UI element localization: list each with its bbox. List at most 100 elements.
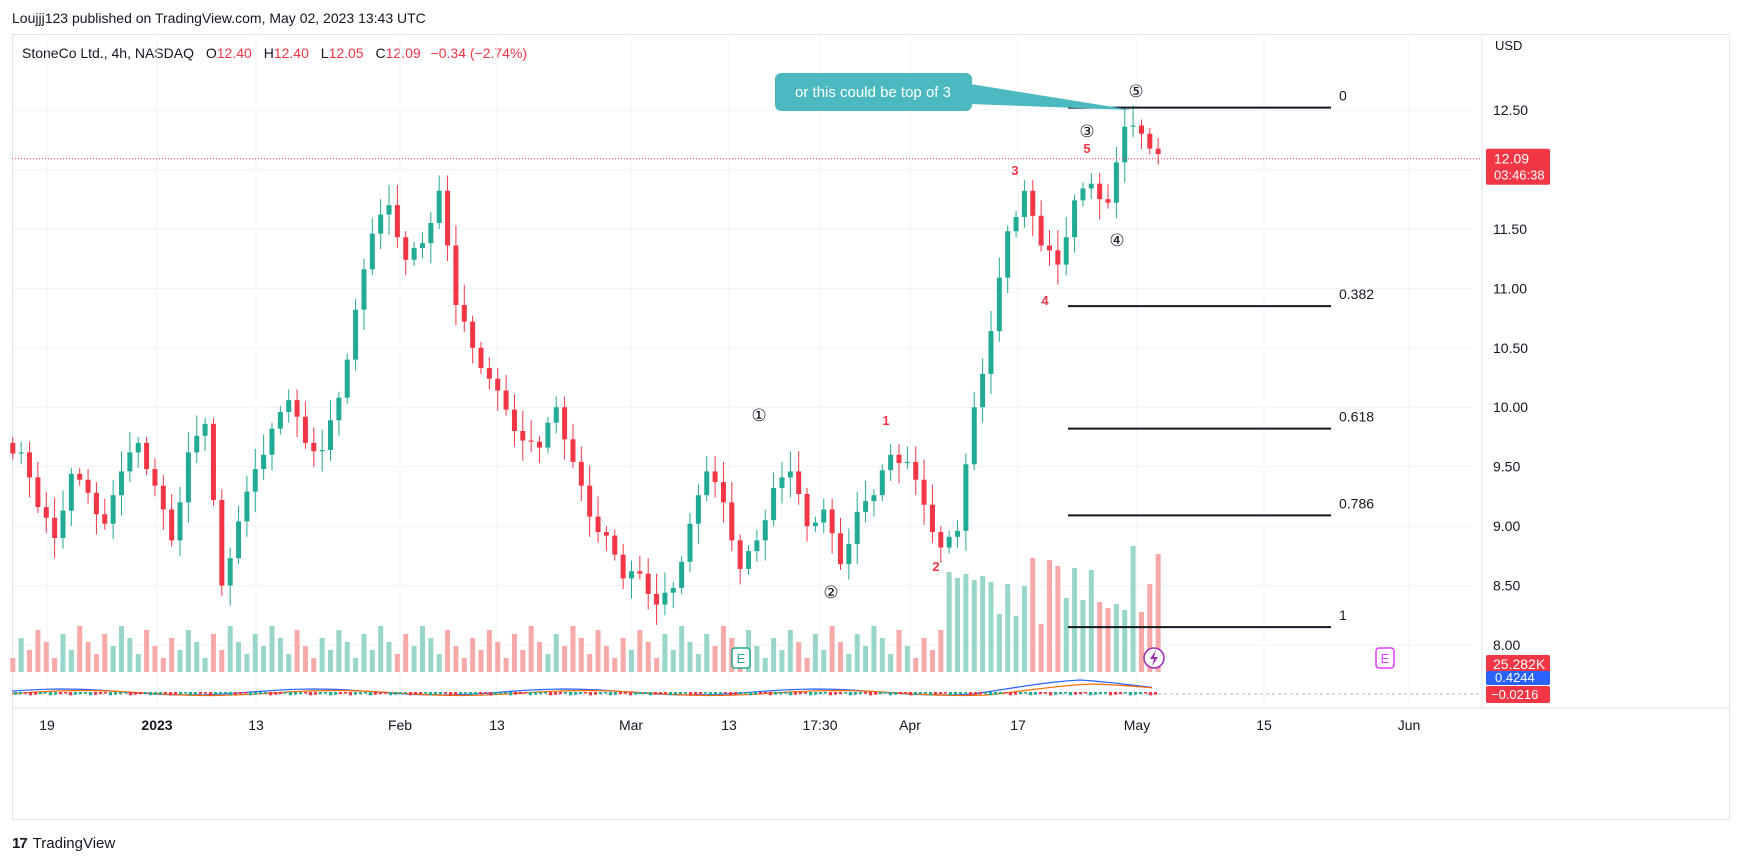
candle-body	[854, 511, 860, 544]
candle-body	[762, 520, 768, 541]
candle-body	[779, 477, 785, 489]
x-axis-tick-label: Jun	[1398, 717, 1421, 733]
macd-histogram-bar	[179, 692, 182, 695]
macd-histogram-bar	[159, 692, 162, 695]
macd-histogram-bar	[1129, 692, 1132, 696]
low-key: L	[320, 45, 329, 61]
macd-histogram-bar	[24, 692, 27, 694]
candle-body	[10, 442, 16, 454]
volume-bar	[537, 642, 543, 672]
high-value: 12.40	[273, 45, 309, 61]
elliott-minor-label: 5	[1083, 141, 1090, 156]
volume-bar	[1088, 570, 1094, 672]
candle-body	[445, 190, 451, 246]
y-axis-tick-label: 10.00	[1493, 399, 1528, 415]
candle-body	[210, 423, 216, 500]
volume-bar	[244, 654, 250, 672]
macd-histogram-bar	[259, 692, 262, 695]
macd-histogram-bar	[284, 692, 287, 694]
volume-bar	[829, 626, 835, 672]
elliott-major-label: ①	[751, 406, 766, 426]
volume-bar	[988, 582, 994, 672]
candle-body	[578, 461, 584, 486]
volume-bar	[879, 638, 885, 672]
candle-body	[863, 501, 869, 512]
macd-histogram-bar	[939, 692, 942, 695]
macd-histogram-bar	[1004, 692, 1007, 694]
macd-histogram-bar	[19, 692, 22, 695]
macd-histogram-bar	[819, 692, 822, 695]
volume-bar	[762, 658, 768, 672]
candle-body	[938, 532, 944, 548]
volume-bar	[595, 630, 601, 672]
macd-histogram-bar	[29, 692, 32, 696]
volume-bar	[478, 650, 484, 672]
candle-body	[620, 554, 626, 579]
macd-histogram-bar	[874, 692, 877, 695]
candle-body	[612, 535, 618, 555]
volume-bar	[1055, 566, 1061, 672]
volume-bar	[980, 576, 986, 672]
volume-bar	[102, 634, 108, 672]
macd-histogram-bar	[534, 692, 537, 695]
volume-bar	[236, 642, 242, 672]
macd-histogram-bar	[684, 692, 687, 694]
macd-histogram-bar	[559, 692, 562, 695]
candle-body	[1046, 245, 1052, 251]
macd-histogram-bar	[134, 692, 137, 695]
x-axis-tick-label: 17:30	[802, 717, 837, 733]
y-axis-tick-label: 9.00	[1493, 518, 1520, 534]
x-axis-tick-label: 19	[39, 717, 55, 733]
volume-bar	[453, 646, 459, 672]
macd-histogram-bar	[219, 692, 222, 695]
candle-body	[637, 571, 643, 574]
close-key: C	[375, 45, 386, 61]
macd-histogram-bar	[979, 692, 982, 695]
volume-bar	[428, 638, 434, 672]
macd-histogram-bar	[469, 692, 472, 696]
candle-body	[252, 469, 258, 492]
volume-bar	[503, 658, 509, 672]
volume-bar	[43, 642, 49, 672]
candle-body	[144, 442, 150, 470]
macd-histogram-bar	[514, 692, 517, 695]
x-axis-tick-label: 2023	[141, 717, 172, 733]
volume-bar	[144, 630, 150, 672]
macd-histogram-bar	[209, 692, 212, 696]
volume-bar	[687, 642, 693, 672]
macd-histogram-bar	[904, 692, 907, 694]
macd-histogram-bar	[54, 692, 57, 695]
elliott-minor-label: 3	[1011, 163, 1018, 178]
volume-bar	[445, 630, 451, 672]
macd-histogram-bar	[854, 692, 857, 695]
macd-histogram-bar	[354, 692, 357, 695]
tradingview-logo[interactable]: 17 TradingView	[12, 835, 115, 852]
macd-histogram-bar	[99, 692, 102, 695]
macd-histogram-bar	[264, 692, 267, 694]
macd-histogram-bar	[324, 692, 327, 694]
macd-histogram-bar	[269, 692, 272, 696]
volume-bar	[963, 574, 969, 672]
macd-histogram-bar	[449, 692, 452, 696]
macd-histogram-bar	[329, 692, 332, 696]
candle-body	[169, 509, 175, 541]
macd-histogram-bar	[14, 692, 17, 695]
macd-histogram-bar	[1134, 692, 1137, 695]
macd-histogram-bar	[1084, 692, 1087, 694]
macd-histogram-bar	[334, 692, 337, 695]
macd-histogram-bar	[629, 692, 632, 696]
elliott-minor-label: 1	[882, 413, 889, 428]
candle-body	[419, 243, 425, 248]
volume-bar	[1013, 616, 1019, 672]
macd-histogram-bar	[549, 692, 552, 696]
candle-body	[227, 558, 233, 586]
candle-body	[1005, 231, 1011, 278]
volume-bar	[177, 650, 183, 672]
volume-bar	[896, 630, 902, 672]
macd-histogram-bar	[1094, 692, 1097, 695]
macd-histogram-bar	[164, 692, 167, 694]
volume-bar	[1105, 608, 1111, 672]
change-value: −0.34 (−2.74%)	[430, 45, 528, 61]
symbol-label[interactable]: StoneCo Ltd., 4h, NASDAQ	[22, 45, 194, 61]
